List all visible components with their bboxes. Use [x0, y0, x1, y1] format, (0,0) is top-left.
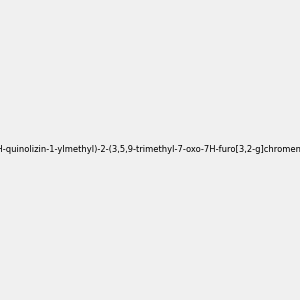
Text: N-(octahydro-2H-quinolizin-1-ylmethyl)-2-(3,5,9-trimethyl-7-oxo-7H-furo[3,2-g]ch: N-(octahydro-2H-quinolizin-1-ylmethyl)-2… [0, 146, 300, 154]
